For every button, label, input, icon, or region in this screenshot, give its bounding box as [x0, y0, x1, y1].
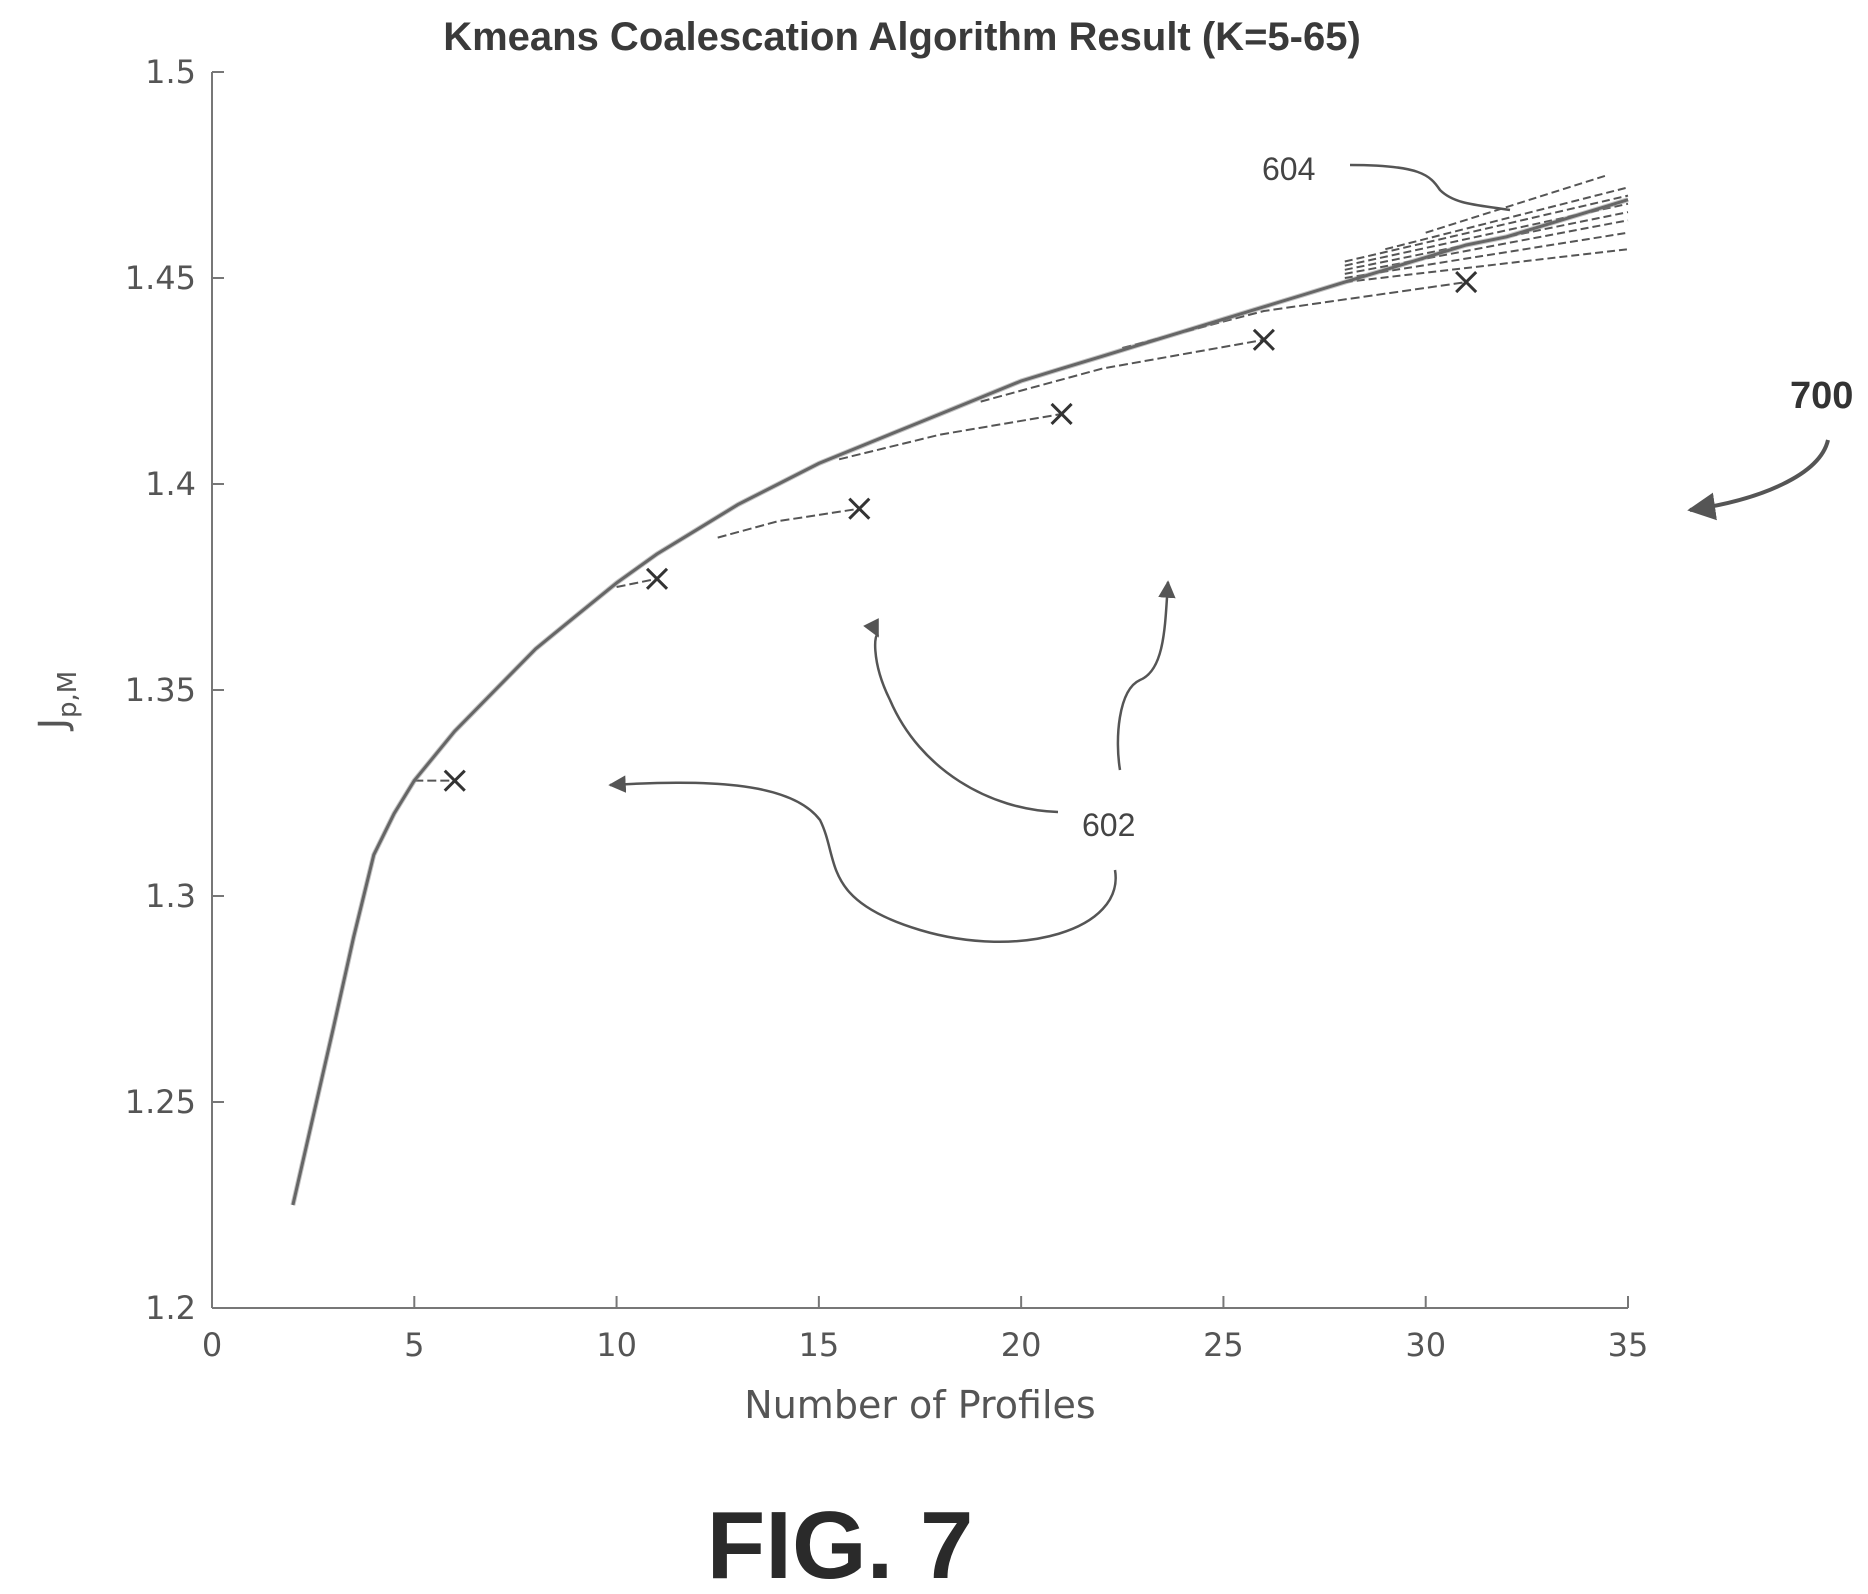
- fan-lines: [1344, 174, 1629, 284]
- annotation-604-leader: [1349, 163, 1511, 212]
- x-tick-label: 20: [1001, 1326, 1042, 1364]
- y-tick-label: 1.45: [125, 259, 196, 297]
- annotation-700-leader: [1687, 439, 1830, 521]
- fan-line: [1344, 194, 1629, 263]
- x-tick-label: 35: [1608, 1326, 1649, 1364]
- endpoint-markers: [443, 271, 1478, 792]
- plot-area: 1.2 1.25 1.3 1.35 1.4 1.45 1.5 0 5 10 15 20 25 30 35: [125, 53, 1649, 1364]
- x-tick-label: 5: [404, 1326, 424, 1364]
- y-tick-label: 1.35: [125, 671, 196, 709]
- x-ticks: 0 5 10 15 20 25 30 35: [202, 1296, 1649, 1364]
- fan-line: [1425, 174, 1609, 234]
- endpoint-marker: [645, 567, 669, 590]
- branch-line: [616, 577, 658, 588]
- annotation-602-label: 602: [1082, 807, 1135, 843]
- x-axis-label: Number of Profiles: [744, 1383, 1095, 1427]
- branch-lines: [414, 281, 1467, 782]
- y-tick-label: 1.2: [145, 1289, 196, 1327]
- x-tick-label: 10: [596, 1326, 637, 1364]
- main-curve: [291, 198, 1629, 1206]
- annotation-604-label: 604: [1262, 151, 1315, 187]
- x-tick-label: 0: [202, 1326, 222, 1364]
- y-ticks: 1.2 1.25 1.3 1.35 1.4 1.45 1.5: [125, 53, 224, 1327]
- chart-title: Kmeans Coalescation Algorithm Result (K=…: [443, 15, 1361, 59]
- y-axis-label: Jp,M: [31, 671, 83, 731]
- annotation-700-label: 700: [1790, 375, 1853, 417]
- branch-line: [717, 507, 860, 539]
- annotation-700: 700: [1687, 375, 1853, 521]
- y-tick-label: 1.4: [145, 465, 196, 503]
- x-tick-label: 25: [1203, 1326, 1244, 1364]
- y-axis-label-main: J: [31, 718, 75, 731]
- annotation-602-leader-1: [608, 775, 1117, 943]
- annotation-602-leader-2: [863, 617, 1059, 814]
- y-tick-label: 1.3: [145, 877, 196, 915]
- y-axis-label-subscript: p,M: [53, 671, 83, 718]
- fan-line: [1344, 219, 1629, 275]
- fan-line: [1385, 186, 1629, 251]
- main-curve-shade: [290, 197, 1629, 1206]
- figure-caption: FIG. 7: [707, 1492, 974, 1594]
- endpoint-marker: [1252, 328, 1275, 351]
- y-tick-label: 1.25: [125, 1083, 196, 1121]
- endpoint-marker: [848, 497, 871, 520]
- endpoint-marker: [1455, 271, 1478, 294]
- y-tick-label: 1.5: [145, 53, 196, 91]
- x-tick-label: 15: [798, 1326, 839, 1364]
- annotation-604: 604: [1262, 151, 1511, 212]
- annotation-602-leader-3: [1116, 580, 1176, 771]
- branch-line: [1122, 281, 1467, 349]
- endpoint-marker: [1050, 402, 1073, 426]
- annotation-602: 602: [608, 580, 1176, 943]
- x-tick-label: 30: [1405, 1326, 1446, 1364]
- endpoint-marker: [443, 769, 466, 792]
- branch-line: [980, 338, 1265, 403]
- branch-line: [838, 413, 1062, 461]
